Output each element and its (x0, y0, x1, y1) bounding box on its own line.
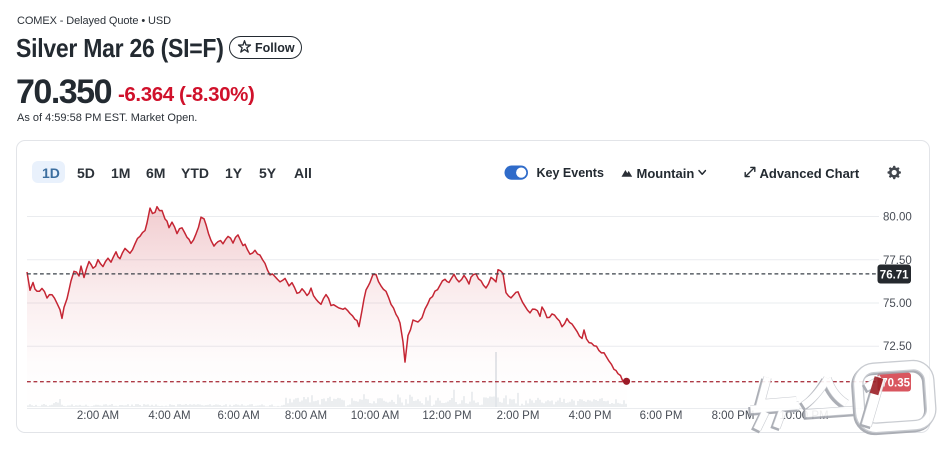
svg-text:2:00 AM: 2:00 AM (77, 410, 119, 422)
svg-text:4:00 PM: 4:00 PM (569, 410, 612, 422)
svg-text:2:00 PM: 2:00 PM (497, 410, 540, 422)
svg-text:72.50: 72.50 (883, 341, 912, 353)
svg-text:4:00 AM: 4:00 AM (148, 410, 190, 422)
svg-text:76.71: 76.71 (880, 269, 909, 281)
svg-text:8:00 PM: 8:00 PM (712, 410, 755, 422)
svg-text:77.50: 77.50 (883, 255, 912, 267)
svg-text:75.00: 75.00 (883, 298, 912, 310)
svg-text:70.35: 70.35 (881, 377, 910, 389)
svg-text:80.00: 80.00 (883, 212, 912, 224)
svg-text:8:00 AM: 8:00 AM (285, 410, 327, 422)
svg-text:12:00 PM: 12:00 PM (422, 410, 471, 422)
svg-text:6:00 PM: 6:00 PM (640, 410, 683, 422)
svg-text:6:00 AM: 6:00 AM (217, 410, 259, 422)
svg-text:10:00 AM: 10:00 AM (351, 410, 400, 422)
